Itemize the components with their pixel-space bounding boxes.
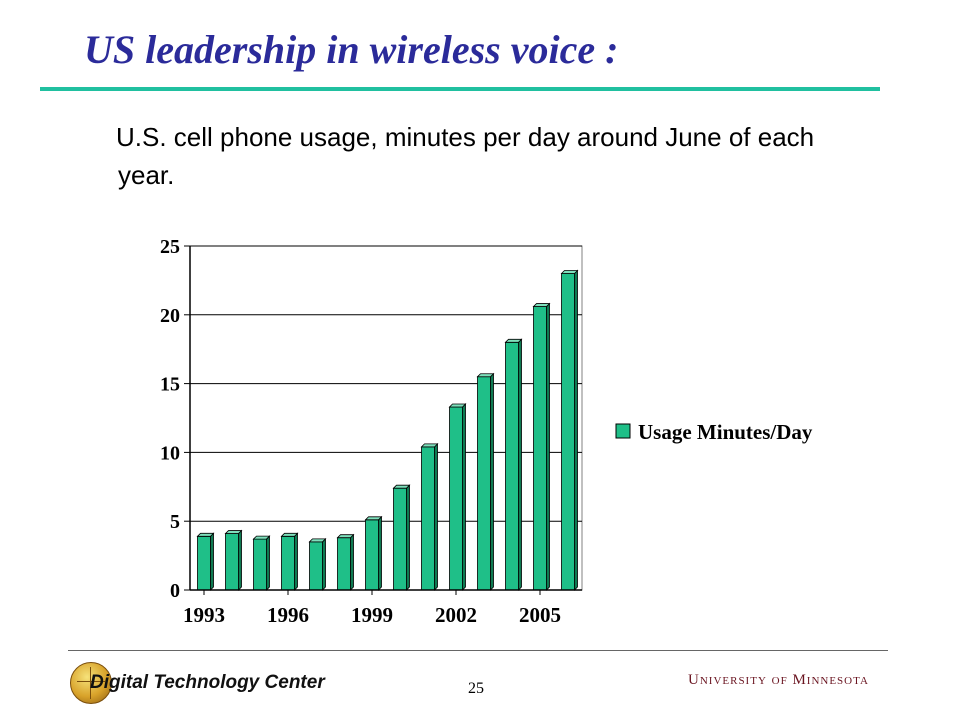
- bar-top: [224, 530, 243, 534]
- bar-side: [546, 302, 550, 591]
- university-of-minnesota-logo: University of Minnesota: [688, 672, 869, 688]
- slide-subtitle: U.S. cell phone usage, minutes per day a…: [116, 122, 815, 190]
- bar-top: [196, 532, 215, 537]
- y-tick-label: 15: [160, 374, 180, 396]
- footer-divider: [68, 650, 888, 651]
- bar-top: [392, 484, 411, 489]
- bar-top: [336, 534, 355, 539]
- x-tick-label: 2005: [519, 603, 561, 627]
- bar-top: [280, 532, 299, 537]
- bar: [392, 484, 411, 591]
- legend-swatch: [615, 423, 631, 439]
- x-tick-label: 1993: [183, 603, 225, 627]
- bar-side: [490, 372, 494, 591]
- bar-front: [449, 406, 463, 591]
- x-tick-label: 1996: [267, 603, 309, 627]
- bar-front: [477, 376, 491, 591]
- dtc-logo-text: Digital Technology Center: [90, 672, 325, 693]
- bar: [224, 529, 243, 591]
- axes: [184, 245, 582, 595]
- bars: [196, 269, 579, 591]
- bar: [336, 533, 355, 591]
- bar-front: [309, 541, 323, 591]
- bar: [364, 515, 383, 591]
- bar-side: [378, 515, 382, 591]
- bar: [280, 532, 299, 591]
- bar-side: [574, 269, 578, 591]
- grid-lines: [189, 245, 583, 591]
- legend-label: Usage Minutes/Day: [638, 420, 813, 444]
- bar: [560, 269, 579, 591]
- bar: [420, 442, 439, 591]
- bar: [448, 403, 467, 591]
- bar-top: [476, 373, 495, 378]
- plot-area: [189, 245, 583, 591]
- bar-top: [532, 303, 551, 307]
- bar-top: [504, 338, 523, 343]
- bar-front: [533, 306, 547, 591]
- bar: [476, 372, 495, 591]
- y-tick-label: 5: [170, 511, 180, 533]
- bar-side: [322, 537, 326, 591]
- bar-side: [210, 532, 214, 591]
- title-underline: [40, 87, 880, 91]
- y-tick-label: 25: [160, 236, 180, 258]
- bar-front: [225, 533, 239, 591]
- y-tick-label: 0: [170, 580, 180, 602]
- digital-technology-center-logo: Digital Technology Center: [70, 662, 325, 706]
- bar-side: [434, 442, 438, 591]
- page-number: 25: [468, 680, 484, 697]
- bar-side: [518, 338, 522, 591]
- bar-top: [560, 270, 579, 274]
- bar-side: [238, 529, 242, 591]
- bar: [532, 302, 551, 591]
- bar-top: [448, 403, 467, 408]
- slide-title: US leadership in wireless voice :: [84, 27, 619, 72]
- bar-front: [393, 487, 407, 591]
- bar-side: [462, 403, 466, 591]
- tick-labels: 0 5 10 15 20 25 1993 1996 1999 2002 2005: [160, 236, 561, 627]
- bar-top: [308, 538, 327, 543]
- bar-front: [505, 341, 519, 591]
- legend: Usage Minutes/Day: [615, 420, 813, 444]
- bar-front: [281, 535, 295, 591]
- bar-top: [420, 443, 439, 448]
- globe-icon: [70, 662, 112, 704]
- bar-front: [197, 535, 211, 591]
- bar-front: [561, 273, 575, 591]
- bar: [504, 338, 523, 591]
- x-tick-label: 1999: [351, 603, 393, 627]
- bar-front: [337, 537, 351, 591]
- y-tick-label: 20: [160, 305, 180, 327]
- bar-front: [421, 446, 435, 591]
- bar: [308, 537, 327, 591]
- bar-front: [253, 538, 267, 591]
- bar-side: [406, 484, 410, 591]
- bar: [196, 532, 215, 591]
- y-tick-label: 10: [160, 442, 180, 464]
- bar-front: [365, 519, 379, 591]
- bar-side: [294, 532, 298, 591]
- bar: [252, 535, 271, 591]
- bar-top: [364, 516, 383, 521]
- bar-side: [350, 533, 354, 591]
- bar-top: [252, 535, 271, 540]
- bar-side: [266, 535, 270, 591]
- x-tick-label: 2002: [435, 603, 477, 627]
